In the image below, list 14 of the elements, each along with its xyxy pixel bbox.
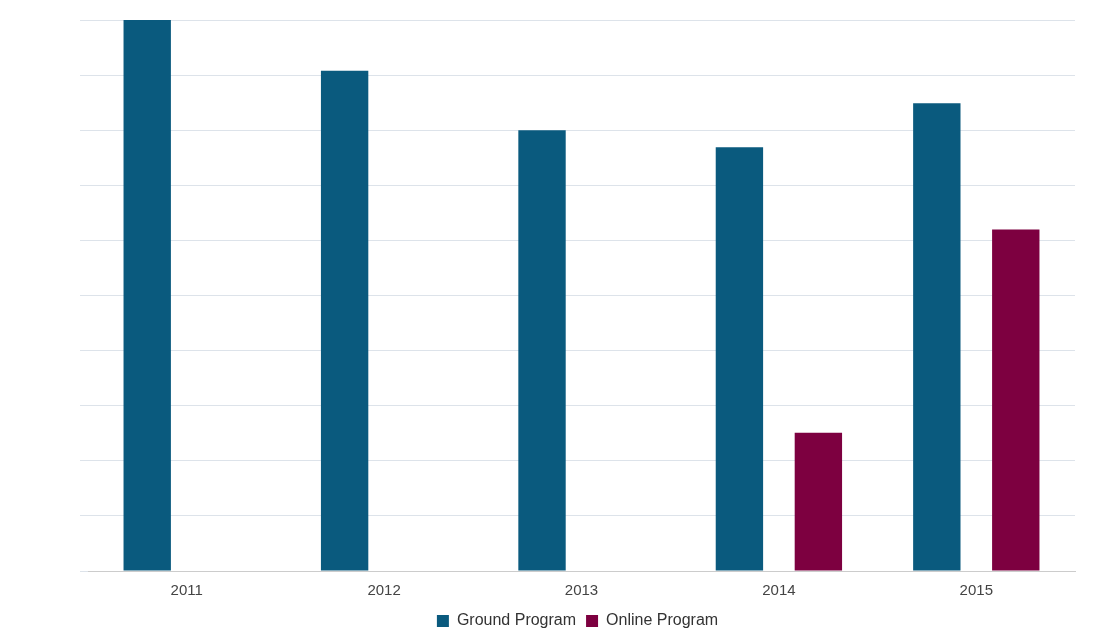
x-tick-label: 2015 bbox=[959, 581, 993, 599]
bar bbox=[794, 432, 843, 571]
legend-label: Online Program bbox=[606, 611, 719, 629]
x-tick-label: 2012 bbox=[367, 581, 401, 599]
bar bbox=[715, 147, 764, 571]
legend-label: Ground Program bbox=[456, 611, 577, 629]
bar bbox=[992, 229, 1040, 571]
x-tick-label: 2011 bbox=[170, 581, 203, 599]
x-tick-label: 2013 bbox=[564, 581, 599, 599]
bar bbox=[320, 70, 369, 571]
x-tick-label: 2014 bbox=[762, 581, 796, 599]
bar bbox=[123, 20, 171, 571]
bar bbox=[518, 130, 566, 571]
bar bbox=[913, 103, 961, 571]
